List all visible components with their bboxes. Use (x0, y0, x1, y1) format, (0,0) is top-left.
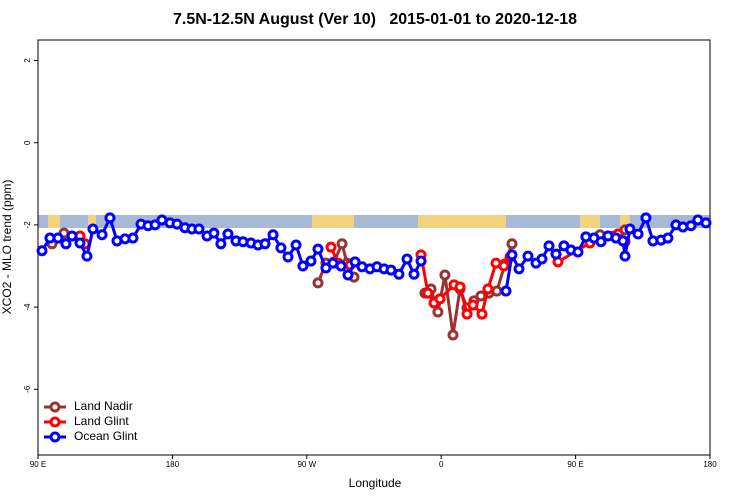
data-point (312, 277, 324, 289)
data-point (640, 212, 652, 224)
data-point (349, 256, 361, 268)
data-point (96, 229, 108, 241)
data-point (401, 253, 413, 265)
data-point (325, 241, 337, 253)
data-point (193, 223, 205, 235)
x-tick-label: 90 W (297, 460, 316, 469)
data-point (267, 229, 279, 241)
legend-label: Land Nadir (74, 399, 133, 413)
data-point (632, 228, 644, 240)
data-point (393, 268, 405, 280)
land-patch (418, 215, 506, 228)
data-point (617, 235, 629, 247)
data-point (305, 255, 317, 267)
data-point (482, 283, 494, 295)
land-patch (48, 215, 60, 228)
data-point (522, 250, 534, 262)
legend-marker (49, 401, 61, 413)
legend-marker (49, 431, 61, 443)
data-point (275, 242, 287, 254)
y-tick-label: 2 (23, 58, 32, 63)
y-tick-label: -4 (23, 303, 32, 311)
land-patch (580, 215, 600, 228)
data-point (624, 223, 636, 235)
data-point (297, 260, 309, 272)
surface-mask (38, 215, 710, 228)
land-patch (312, 215, 354, 228)
data-point (408, 268, 420, 280)
data-point (619, 250, 631, 262)
data-point (282, 251, 294, 263)
data-point (342, 269, 354, 281)
data-point (149, 219, 161, 231)
plot-frame (37, 39, 711, 456)
data-point (415, 255, 427, 267)
land-patch (88, 215, 96, 228)
x-tick-label: 90 E (30, 460, 46, 469)
legend-marker (49, 416, 61, 428)
data-point (536, 253, 548, 265)
x-axis-label: Longitude (349, 476, 402, 490)
y-tick-label: -2 (23, 221, 32, 229)
data-point (222, 228, 234, 240)
data-point (513, 263, 525, 275)
x-tick-label: 180 (703, 460, 717, 469)
data-point (336, 238, 348, 250)
data-point (208, 227, 220, 239)
y-tick-label: 0 (23, 140, 32, 145)
data-point (74, 237, 86, 249)
data-point (104, 212, 116, 224)
data-point (476, 308, 488, 320)
x-tick-label: 0 (439, 460, 444, 469)
data-point (385, 264, 397, 276)
data-point (685, 220, 697, 232)
data-point (467, 299, 479, 311)
data-point (662, 232, 674, 244)
data-point (290, 239, 302, 251)
data-point (491, 285, 503, 297)
data-point (87, 223, 99, 235)
data-point (259, 238, 271, 250)
data-point (506, 238, 518, 250)
data-point (543, 240, 555, 252)
y-axis-label: XCO2 - MLO trend (ppm) (0, 180, 14, 315)
data-point (550, 248, 562, 260)
data-point (447, 329, 459, 341)
land-patch (620, 215, 630, 228)
data-point (60, 238, 72, 250)
data-point (500, 285, 512, 297)
data-point (127, 232, 139, 244)
data-point (320, 262, 332, 274)
data-point (81, 250, 93, 262)
data-point (215, 238, 227, 250)
data-point (439, 269, 451, 281)
data-point (700, 217, 712, 229)
data-point (595, 236, 607, 248)
legend-label: Ocean Glint (74, 429, 138, 443)
data-point (422, 287, 434, 299)
data-point (434, 293, 446, 305)
data-point (66, 230, 78, 242)
chart-title: 7.5N-12.5N August (Ver 10) 2015-01-01 to… (173, 11, 577, 28)
data-point (312, 243, 324, 255)
data-point (572, 246, 584, 258)
data-point (461, 308, 473, 320)
ocean-band (38, 215, 710, 228)
data-point (335, 260, 347, 272)
x-tick-label: 90 E (567, 460, 583, 469)
data-point (454, 281, 466, 293)
data-point (498, 260, 510, 272)
data-point (36, 245, 48, 257)
x-tick-label: 180 (166, 460, 180, 469)
data-point (432, 306, 444, 318)
data-point (52, 232, 64, 244)
legend-label: Land Glint (74, 414, 129, 428)
y-tick-label: -6 (23, 385, 32, 393)
data-point (506, 249, 518, 261)
